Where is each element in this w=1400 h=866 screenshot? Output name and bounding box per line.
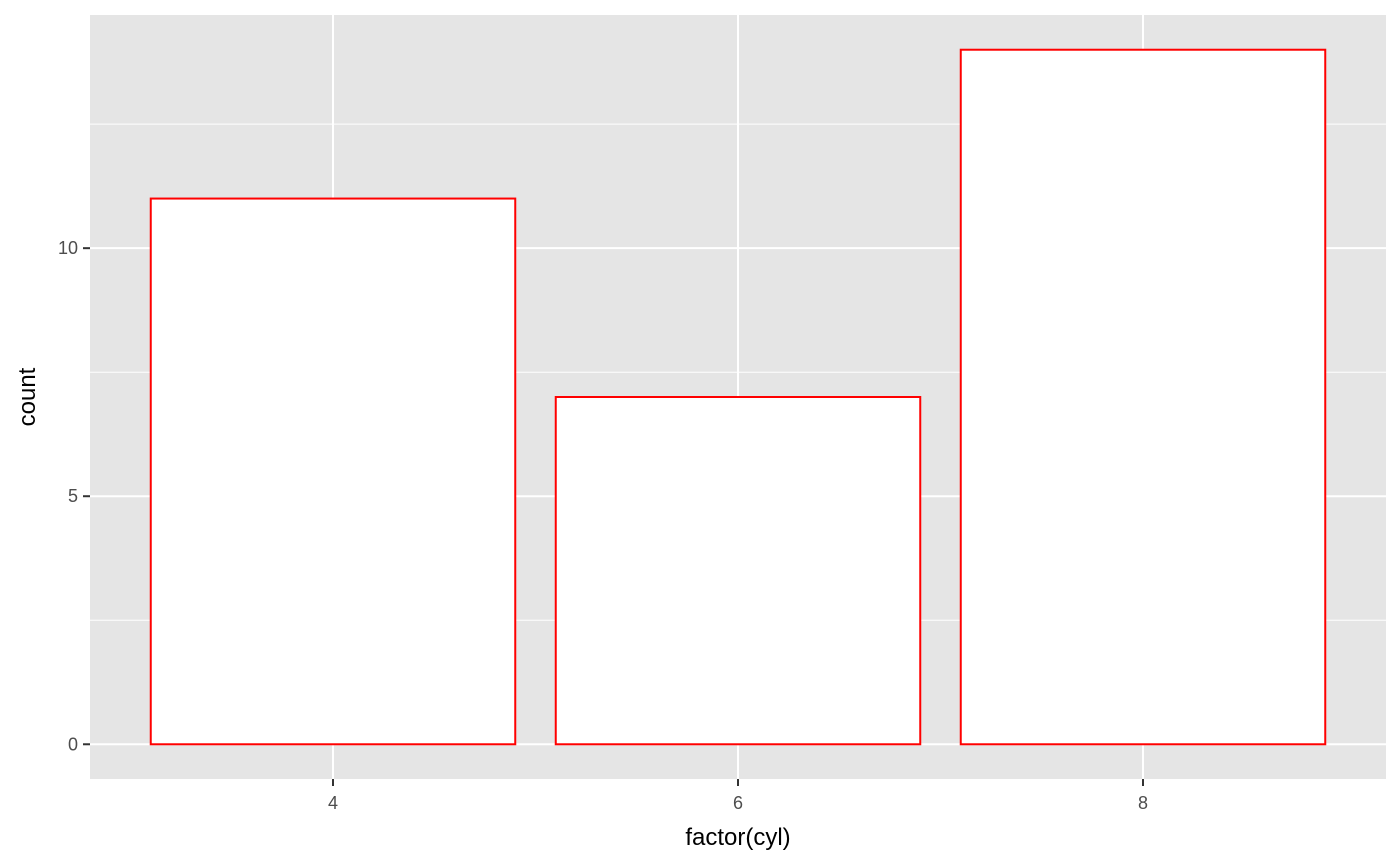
x-tick-label: 6 — [733, 793, 743, 813]
y-tick-label: 10 — [58, 238, 78, 258]
y-axis-title: count — [14, 367, 41, 426]
y-tick-label: 0 — [68, 734, 78, 754]
bar-6 — [554, 396, 922, 746]
x-tick-label: 4 — [328, 793, 338, 813]
axes: 0 5 10 4 6 8 — [58, 238, 1148, 813]
bars — [149, 48, 1327, 746]
x-tick-label: 8 — [1138, 793, 1148, 813]
bar-4 — [149, 197, 517, 746]
y-tick-label: 5 — [68, 486, 78, 506]
x-axis-title: factor(cyl) — [685, 824, 790, 851]
bar-8 — [959, 48, 1327, 746]
